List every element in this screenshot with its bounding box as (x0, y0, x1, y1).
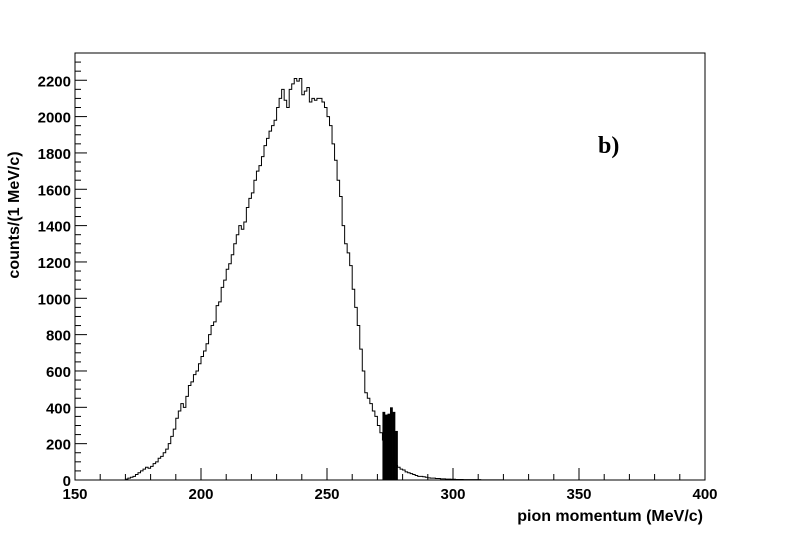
x-tick-label: 400 (692, 486, 717, 503)
x-tick-label: 350 (566, 486, 591, 503)
y-tick-label: 1800 (38, 146, 71, 163)
x-axis-title: pion momentum (MeV/c) (517, 508, 703, 525)
y-tick-label: 0 (63, 473, 71, 490)
x-axis: 150 200 250 300 350 400 (62, 468, 718, 503)
y-tick-label: 2000 (38, 110, 71, 127)
shaded-bin (390, 407, 393, 480)
y-axis: 0 200 400 600 800 1000 1200 1400 1600 1800 2000 220… (38, 61, 87, 490)
y-tick-label: 1200 (38, 255, 71, 272)
y-tick-label: 2200 (38, 73, 71, 90)
y-tick-label: 1600 (38, 182, 71, 199)
y-tick-label: 1000 (38, 291, 71, 308)
shaded-bin (382, 411, 386, 480)
histogram-series (100, 77, 504, 481)
shaded-bin (395, 430, 398, 480)
x-tick-label: 250 (314, 486, 339, 503)
y-tick-label: 400 (46, 400, 71, 417)
y-tick-label: 200 (46, 437, 71, 454)
y-tick-label: 1400 (38, 219, 71, 236)
y-tick-label: 600 (46, 364, 71, 381)
shaded-bin (392, 411, 396, 480)
x-tick-label: 150 (62, 486, 87, 503)
x-tick-label: 300 (440, 486, 465, 503)
panel-label: b) (598, 133, 619, 159)
y-axis-title: counts/(1 MeV/c) (6, 151, 23, 278)
x-tick-label: 200 (188, 486, 213, 503)
shaded-bin (387, 413, 391, 480)
y-tick-label: 800 (46, 328, 71, 345)
